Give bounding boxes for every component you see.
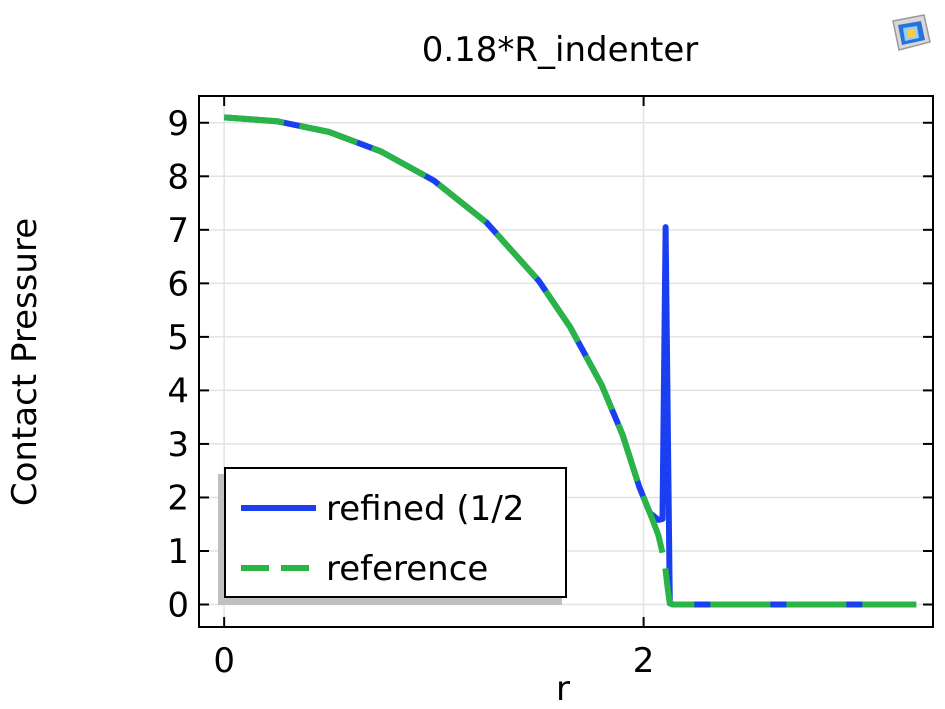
y-axis-label: Contact Pressure [5,218,45,506]
legend-label-reference: reference [326,549,488,589]
legend-label-refined: refined (1/2 [326,489,524,529]
y-tick-label: 5 [167,318,189,358]
y-axis-ticks: 0 1 2 3 4 5 6 7 8 9 [167,104,933,626]
plot-area [198,95,934,628]
series-layer [223,114,917,608]
legend: refined (1/2 reference [218,467,567,605]
legend-box [224,467,567,598]
y-tick-label: 0 [167,586,189,626]
y-tick-label: 9 [167,104,189,144]
y-tick-label: 3 [167,425,189,465]
y-tick-label: 7 [167,211,189,251]
chart-title: 0.18*R_indenter [422,30,699,70]
y-tick-label: 1 [167,532,189,572]
series-line-reference [223,114,917,608]
y-tick-label: 4 [167,371,189,411]
app-logo-icon[interactable] [888,12,934,54]
y-tick-label: 2 [167,478,189,518]
x-axis-label: r [556,669,570,709]
x-tick-label: 2 [633,641,655,681]
y-tick-label: 8 [167,157,189,197]
x-tick-label: 0 [213,641,235,681]
y-tick-label: 6 [167,264,189,304]
